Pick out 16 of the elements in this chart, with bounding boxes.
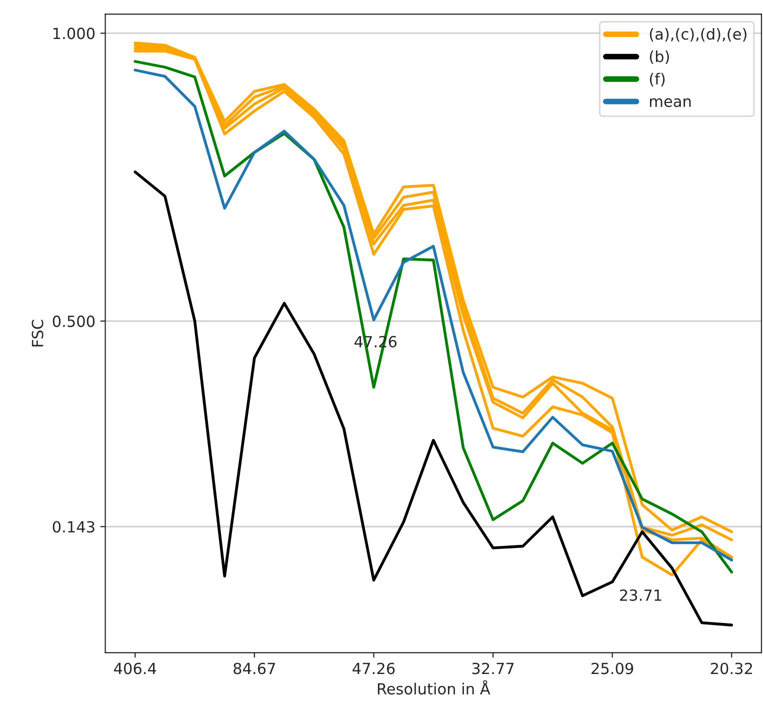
y-tick-label: 1.000 (54, 28, 95, 40)
y-tick-label: 0.500 (52, 316, 95, 328)
legend-label: (b) (650, 50, 669, 64)
x-tick-label: 25.09 (592, 662, 634, 674)
x-axis-title: Resolution in Å (378, 680, 490, 695)
x-tick-label: 47.26 (352, 662, 395, 674)
y-axis-title: FSC (32, 320, 44, 346)
x-tick-label: 84.67 (234, 662, 275, 674)
legend-label: (a),(c),(d),(e) (650, 28, 746, 42)
x-tick-label: 32.77 (472, 662, 514, 674)
legend-label: mean (650, 98, 691, 108)
y-tick-label: 0.143 (52, 521, 94, 533)
x-tick-label: 20.32 (710, 662, 752, 674)
x-tick-label: 406.4 (114, 662, 156, 674)
legend-label: (f) (650, 72, 665, 86)
annotation: 23.71 (620, 589, 662, 601)
